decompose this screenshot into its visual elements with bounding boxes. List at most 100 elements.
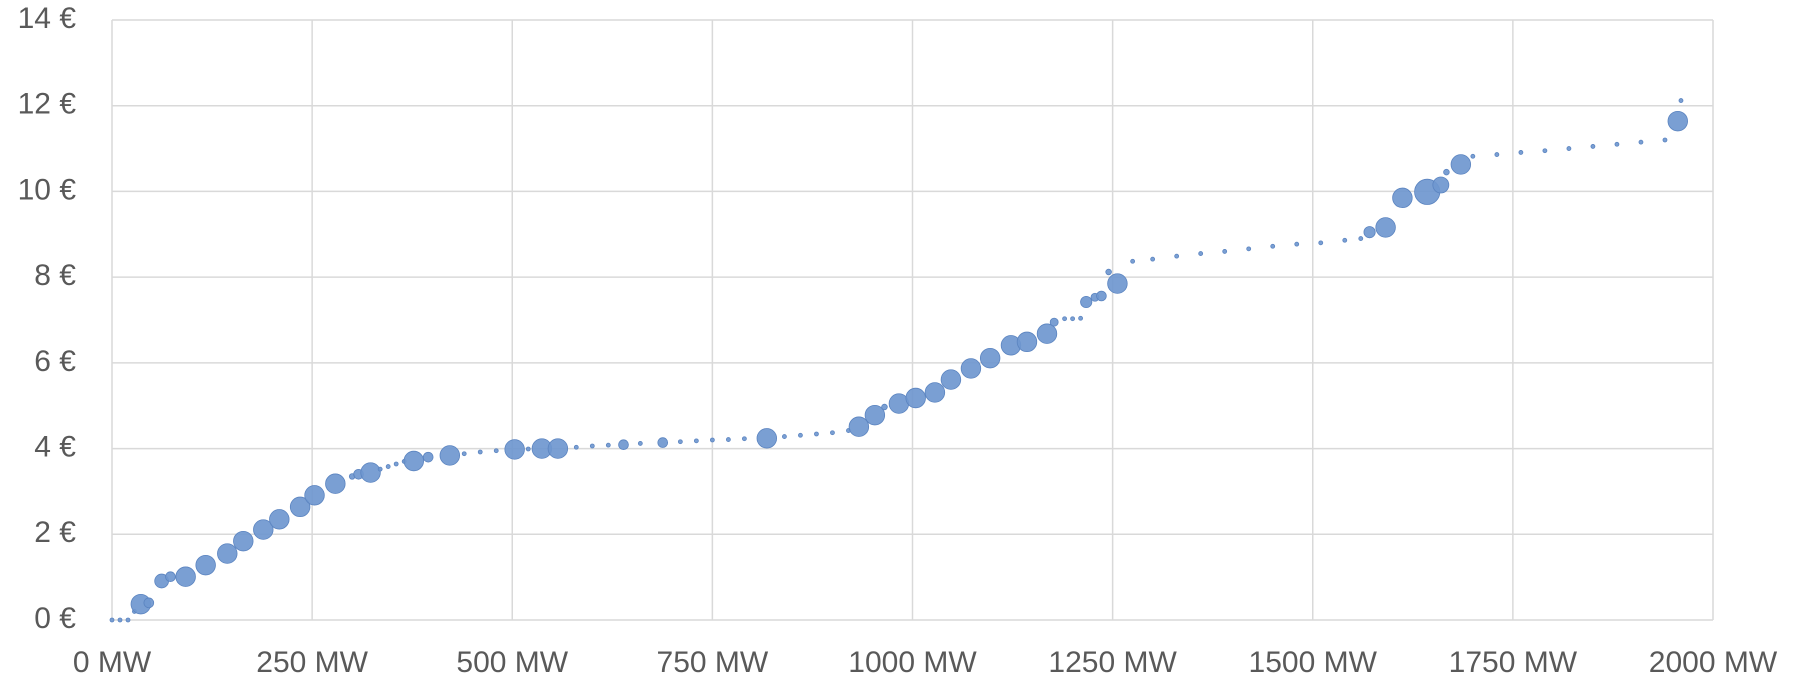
bubble (1443, 168, 1450, 176)
bubble (1494, 152, 1500, 157)
bubble (143, 597, 155, 609)
bubble (195, 554, 216, 576)
bubble (693, 438, 699, 444)
bubble (1036, 323, 1058, 344)
y-tick-label: 2 € (34, 516, 76, 549)
y-tick-label: 4 € (34, 430, 76, 463)
x-tick-label: 750 MW (657, 646, 769, 679)
bubble (1358, 236, 1364, 241)
x-tick-label: 1500 MW (1249, 646, 1378, 679)
bubble (637, 441, 643, 446)
bubble (1432, 176, 1450, 194)
bubble (403, 450, 424, 472)
bubble (125, 617, 131, 623)
bubble (165, 571, 176, 583)
bubble (618, 439, 629, 451)
bubble (1542, 148, 1548, 154)
x-tick-label: 250 MW (256, 646, 368, 679)
bubble (798, 432, 803, 438)
bubble (830, 430, 835, 436)
bubble (589, 443, 595, 449)
bubble (422, 451, 434, 463)
bubble (109, 617, 115, 623)
bubble (924, 382, 946, 403)
bubble (377, 466, 383, 472)
bubble (1174, 253, 1180, 259)
bubble (573, 444, 579, 450)
bubble (253, 519, 274, 540)
x-tick-label: 2000 MW (1649, 646, 1778, 679)
bubble (605, 442, 611, 448)
bubble (1049, 317, 1059, 327)
bubble (677, 439, 683, 445)
bubble (960, 358, 982, 379)
bubble (1294, 241, 1300, 247)
bubble (385, 464, 391, 469)
bubble (1392, 187, 1413, 209)
bubble (1566, 146, 1572, 151)
bubble (269, 509, 290, 530)
bubble (1107, 273, 1128, 294)
bubble (1062, 316, 1067, 322)
bubble (1246, 246, 1252, 252)
bubble (175, 566, 196, 587)
bubble (1678, 98, 1684, 103)
y-tick-label: 10 € (18, 173, 77, 206)
bubble (1450, 154, 1472, 175)
bubble (814, 431, 819, 437)
bubble (1662, 137, 1668, 143)
y-tick-label: 12 € (18, 88, 77, 121)
bubble (1270, 243, 1276, 249)
x-tick-label: 500 MW (456, 646, 568, 679)
bubble (657, 437, 669, 448)
bubble (1470, 153, 1476, 159)
bubble (1150, 256, 1156, 262)
bubble (864, 404, 886, 426)
bubble (756, 428, 778, 449)
x-tick-label: 1000 MW (848, 646, 977, 679)
bubble (782, 434, 787, 439)
bubble (289, 496, 311, 518)
bubble (1130, 258, 1136, 264)
bubble (525, 446, 531, 452)
bubble (848, 416, 870, 437)
bubble (1078, 315, 1084, 321)
bubble (1080, 295, 1093, 309)
bubble (1222, 249, 1228, 254)
bubble (233, 530, 254, 552)
x-tick-label: 0 MW (73, 646, 152, 679)
y-tick-label: 8 € (34, 259, 76, 292)
bubble (117, 617, 123, 623)
bubble (1105, 268, 1112, 276)
bubble (905, 387, 926, 409)
y-tick-label: 14 € (18, 2, 77, 35)
bubble (1638, 139, 1644, 145)
bubble (1363, 226, 1376, 239)
bubble (1667, 110, 1688, 132)
bubble (1518, 150, 1524, 155)
bubble (979, 347, 1001, 369)
y-tick-label: 0 € (34, 602, 76, 635)
bubble (709, 437, 715, 443)
bubble (1016, 331, 1038, 353)
bubble (1614, 141, 1620, 147)
bubble (304, 485, 325, 506)
bubble (1198, 251, 1204, 256)
x-tick-label: 1750 MW (1449, 646, 1578, 679)
bubble (1375, 217, 1396, 238)
bubble (493, 448, 499, 454)
bubble (217, 543, 238, 564)
bubble (461, 451, 467, 457)
bubble (477, 449, 483, 455)
bubble (1096, 290, 1107, 302)
bubble (439, 445, 461, 466)
bubble (393, 461, 399, 467)
bubble (504, 439, 525, 460)
bubble (1342, 237, 1348, 243)
bubble (325, 473, 346, 494)
bubble (1318, 240, 1324, 246)
x-tick-label: 1250 MW (1048, 646, 1177, 679)
bubble (1590, 144, 1596, 149)
bubble (547, 438, 569, 459)
bubble (940, 369, 962, 390)
